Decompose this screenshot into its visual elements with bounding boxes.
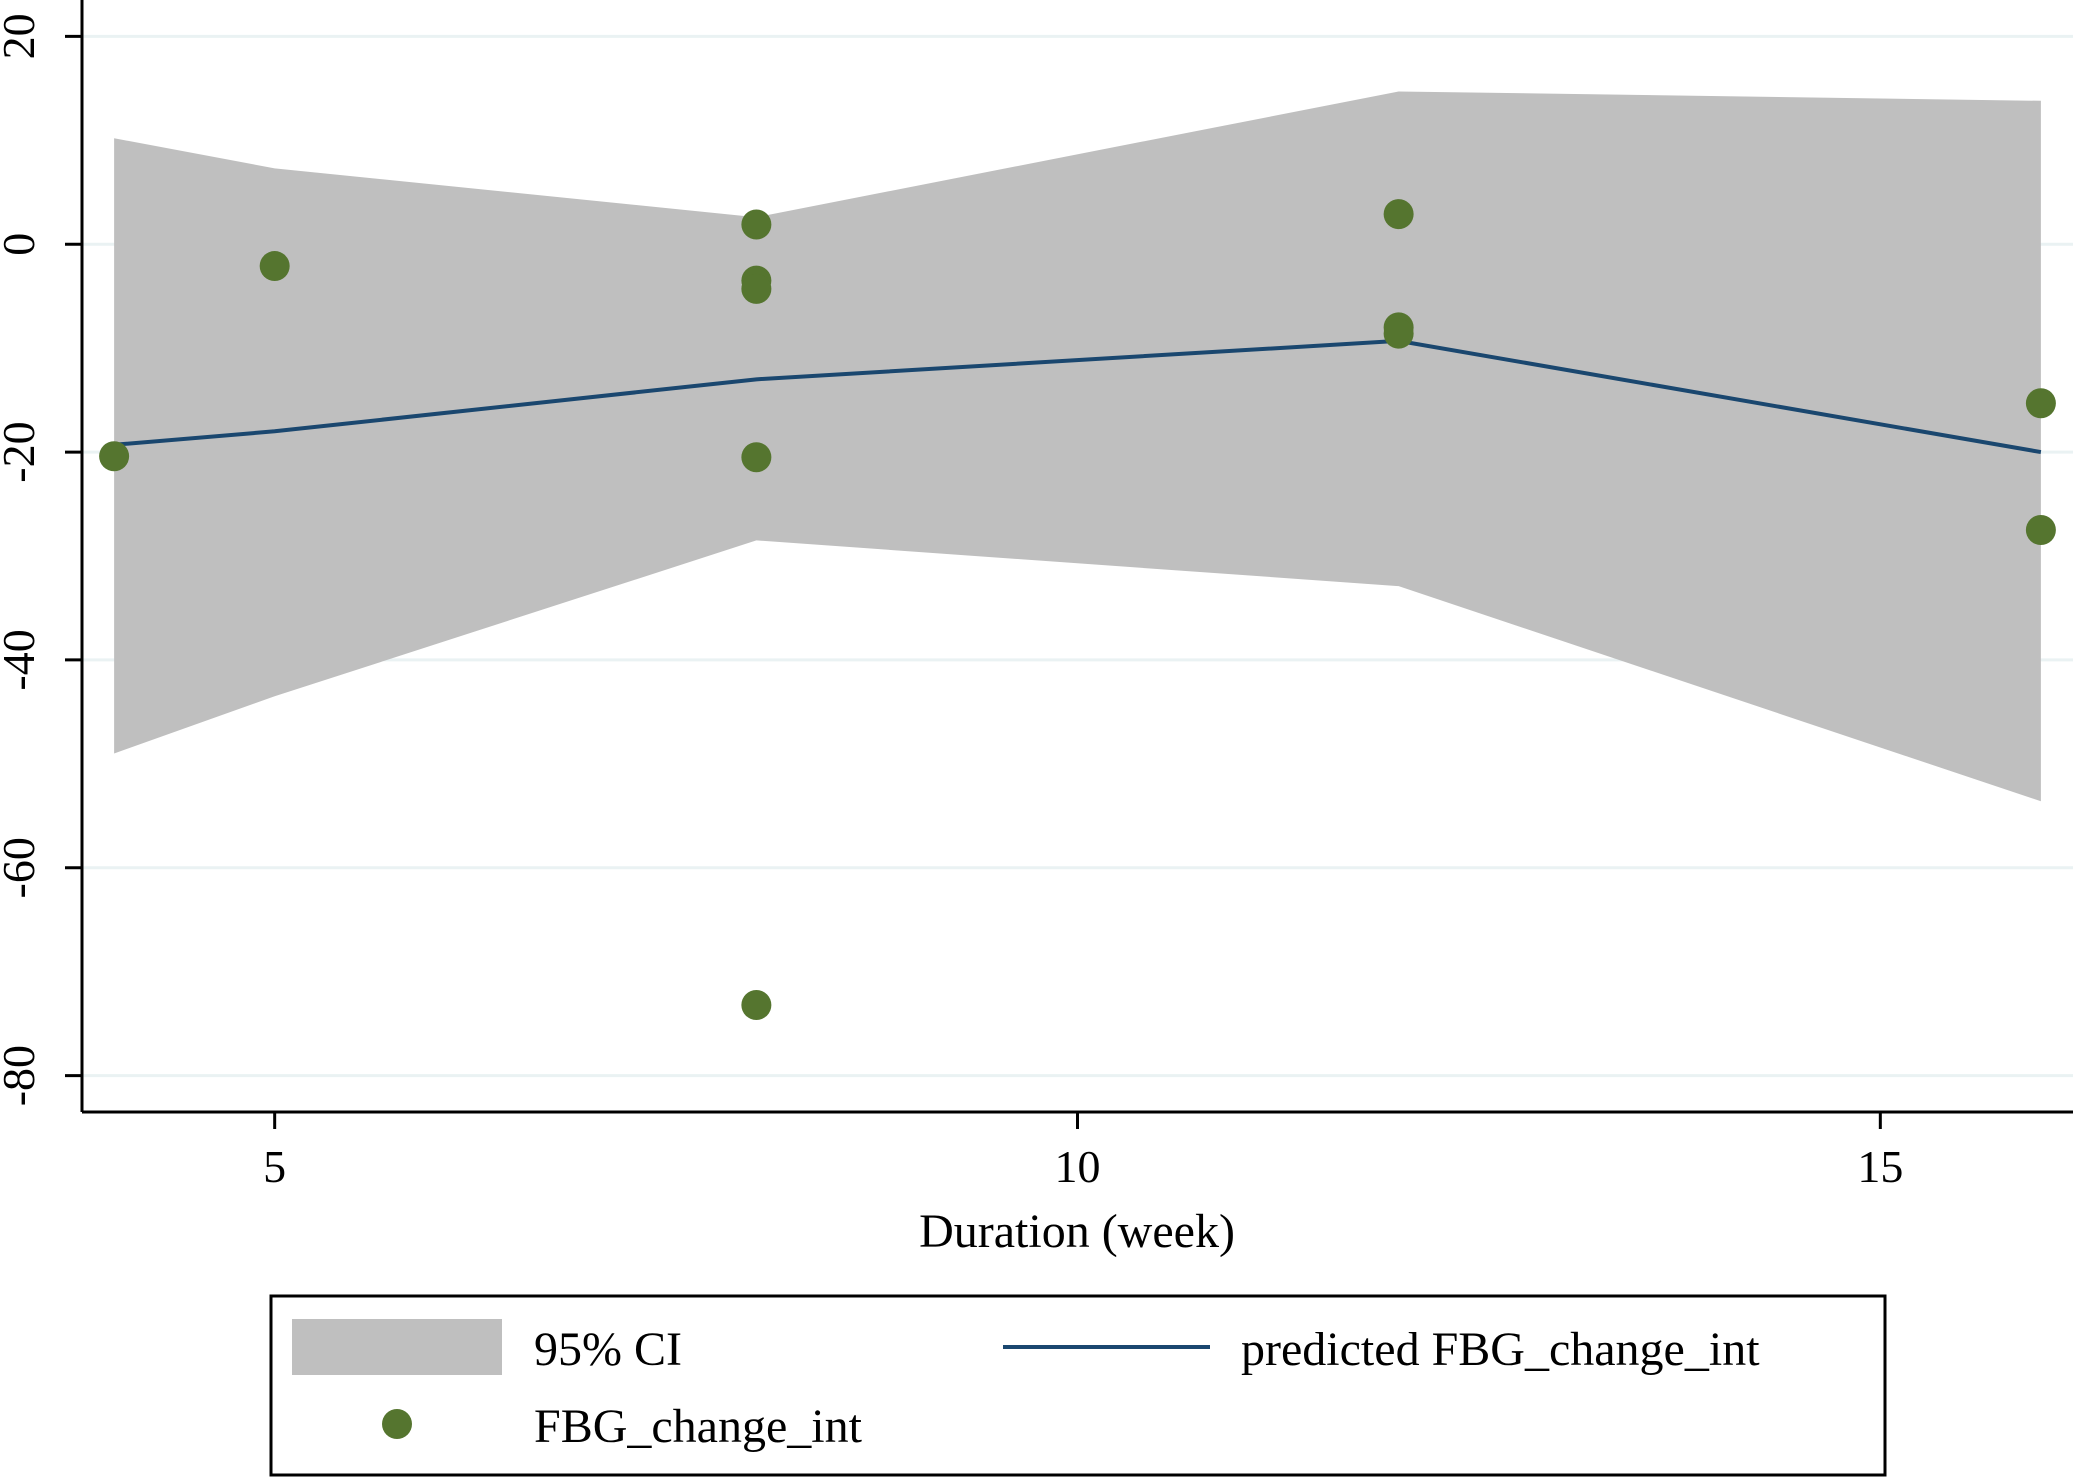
data-point-0 [99, 441, 130, 472]
legend-label-points: FBG_change_int [534, 1400, 863, 1453]
data-point-5 [741, 442, 772, 473]
data-point-11 [2025, 515, 2056, 546]
ci-band-area [114, 91, 2041, 802]
legend-swatch-ci-band [292, 1319, 502, 1375]
legend: 95% CI predicted FBG_change_int FBG_chan… [269, 1294, 1887, 1477]
axis-ticks: 5 10 15 20 0 -20 -40 -60 -80 [0, 13, 1903, 1192]
y-tick-label-3: -40 [0, 629, 44, 690]
legend-swatch-point [382, 1409, 412, 1439]
data-point-7 [1383, 199, 1414, 230]
data-point-4 [741, 273, 772, 304]
y-tick-label-4: -60 [0, 837, 44, 898]
x-tick-label-0: 5 [263, 1141, 286, 1192]
data-point-10 [2025, 388, 2056, 419]
x-axis-title: Duration (week) [919, 1205, 1235, 1258]
y-tick-label-1: 0 [0, 233, 44, 256]
legend-label-ci-band: 95% CI [534, 1323, 682, 1376]
prediction-line [113, 338, 2042, 455]
data-point-9 [1383, 318, 1414, 349]
legend-frame [269, 1294, 1887, 1477]
y-tick-label-2: -20 [0, 421, 44, 482]
y-tick-label-0: 20 [0, 13, 44, 59]
y-tick-label-5: -80 [0, 1045, 44, 1106]
data-point-6 [741, 989, 772, 1020]
legend-label-prediction-line: predicted FBG_change_int [1241, 1323, 1760, 1376]
data-point-1 [259, 251, 290, 282]
x-tick-label-1: 10 [1055, 1141, 1101, 1192]
data-point-2 [741, 209, 772, 240]
scatter-points [99, 199, 2056, 1020]
x-tick-label-2: 15 [1857, 1141, 1903, 1192]
